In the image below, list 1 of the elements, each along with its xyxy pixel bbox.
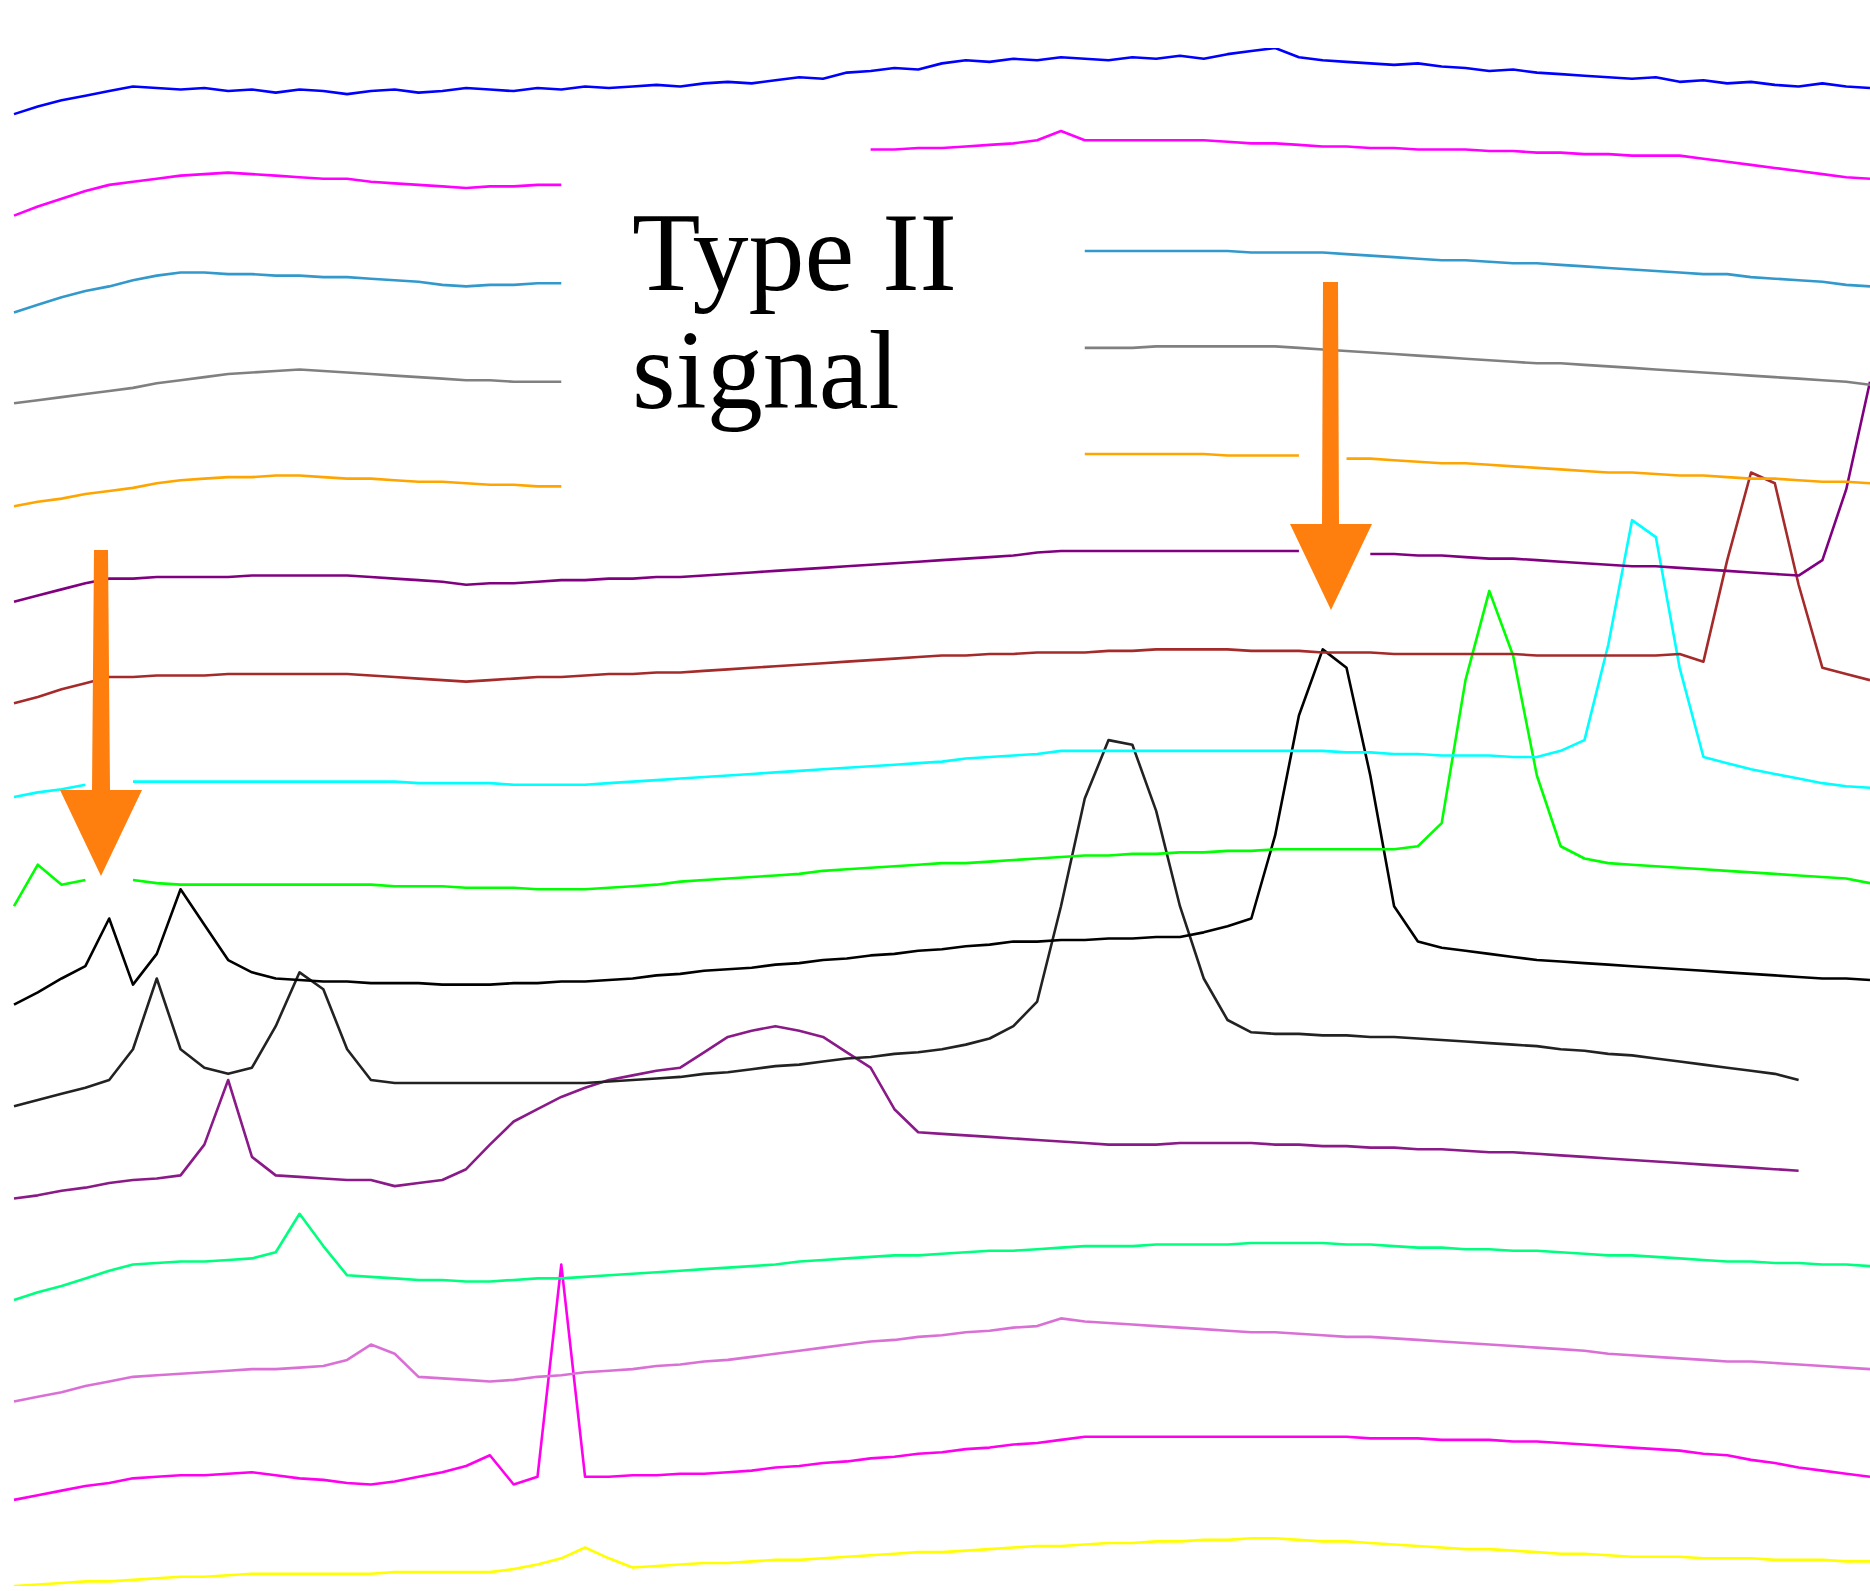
annotation: Type II signal	[632, 190, 957, 432]
